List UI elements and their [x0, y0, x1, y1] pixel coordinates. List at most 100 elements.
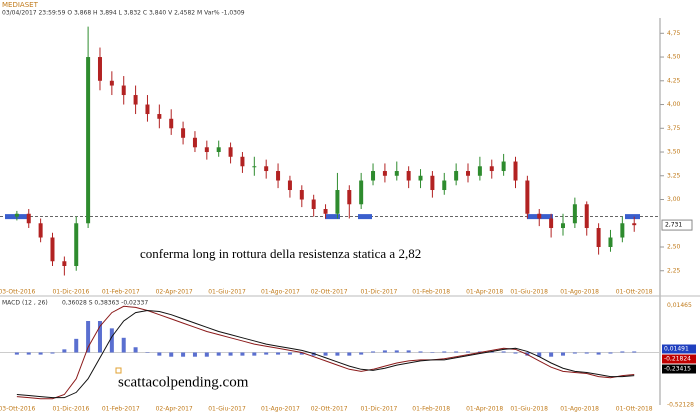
histogram-bar — [371, 351, 376, 353]
y-tick-label: 2,25 — [667, 267, 681, 274]
histogram-bar — [216, 352, 221, 356]
histogram-bar — [121, 337, 126, 353]
y-tick-label: 3,50 — [667, 149, 681, 156]
x-tick-label: 02-Ott-2017 — [311, 406, 348, 413]
histogram-bar — [549, 352, 554, 357]
candle-body — [371, 171, 376, 181]
x-tick-label: 03-Ott-2016 — [0, 289, 35, 296]
candle-body — [62, 261, 67, 267]
x-tick-label: 01-Giu-2017 — [208, 406, 246, 413]
x-tick-label: 01-Ago-2018 — [560, 289, 599, 296]
candle-body — [26, 213, 31, 224]
x-tick-label: 02-Ott-2017 — [311, 289, 348, 296]
candle-body — [133, 95, 138, 105]
candle-body — [192, 137, 197, 148]
candle-body — [86, 57, 91, 224]
resistance-touch — [625, 214, 640, 220]
last-value-box — [662, 364, 696, 374]
histogram-bar — [157, 352, 162, 356]
histogram-bar — [430, 352, 435, 353]
histogram-bar — [596, 352, 601, 355]
candle-body — [430, 175, 435, 191]
last-value-label: -0,21824 — [664, 356, 691, 363]
candle-body — [14, 213, 19, 217]
histogram-bar — [442, 351, 447, 353]
macd-line — [16, 309, 635, 399]
candle-body — [204, 147, 209, 153]
x-tick-label: 01-Feb-2018 — [412, 406, 450, 413]
histogram-bar — [109, 328, 114, 353]
candle-body — [525, 180, 530, 214]
x-tick-label: 01-Ago-2017 — [261, 406, 300, 413]
x-tick-label: 01-Ago-2018 — [560, 406, 599, 413]
histogram-bar — [252, 352, 257, 356]
candle-body — [50, 237, 55, 262]
y-tick-label: 3,75 — [667, 125, 681, 132]
last-price-label: 2,731 — [665, 222, 682, 229]
histogram-bar — [466, 351, 471, 353]
histogram-bar — [513, 352, 518, 354]
candle-body — [406, 171, 411, 181]
candle-body — [335, 190, 340, 214]
candle-body — [240, 156, 245, 167]
candle-body — [549, 218, 554, 229]
annotation: conferma long in rottura della resistenz… — [140, 246, 421, 261]
x-tick-label: 01-Feb-2018 — [412, 289, 450, 296]
y-tick-label: 4,00 — [667, 101, 681, 108]
candle-body — [276, 171, 281, 181]
histogram-bar — [86, 321, 91, 353]
candle-body — [97, 57, 102, 81]
candle-body — [287, 180, 292, 191]
x-tick-label: 01-Feb-2017 — [102, 289, 140, 296]
histogram-bar — [560, 352, 565, 356]
candle-body — [121, 85, 126, 96]
last-value-box — [662, 344, 696, 354]
candle-body — [466, 171, 471, 176]
histogram-bar — [418, 351, 423, 353]
resistance-touch — [358, 214, 372, 220]
marker-square — [115, 367, 122, 374]
y-tick-label: 4,25 — [667, 77, 681, 84]
histogram-bar — [74, 338, 79, 353]
candle-body — [394, 171, 399, 176]
x-tick-label: 01-Ago-2017 — [261, 289, 300, 296]
x-tick-label: 01-Ott-2018 — [616, 289, 653, 296]
candle-body — [632, 223, 637, 226]
x-tick-label: 01-Dic-2017 — [361, 406, 398, 413]
candle-body — [572, 204, 577, 224]
histogram-bar — [287, 352, 292, 355]
histogram-bar — [406, 350, 411, 353]
resistance-touch — [325, 214, 340, 220]
candle-body — [311, 199, 316, 210]
histogram-bar — [347, 352, 352, 356]
x-tick-label: 01-Feb-2017 — [102, 406, 140, 413]
candle-body — [489, 166, 494, 172]
macd-title: MACD — [2, 300, 20, 307]
candle-body — [109, 80, 114, 86]
histogram-bar — [323, 352, 328, 356]
candle-body — [359, 180, 364, 205]
histogram-bar — [632, 351, 637, 353]
histogram-bar — [26, 352, 31, 355]
histogram-bar — [501, 351, 506, 353]
histogram-bar — [620, 351, 625, 353]
histogram-bar — [608, 352, 613, 354]
candle-body — [299, 190, 304, 200]
candle-body — [157, 114, 162, 119]
histogram-bar — [38, 352, 43, 355]
candle-body — [347, 190, 352, 205]
histogram-bar — [133, 347, 138, 353]
histogram-bar — [537, 352, 542, 357]
candle-body — [228, 147, 233, 157]
candle-body — [323, 209, 328, 214]
macd-line — [16, 305, 635, 400]
readout: 03/04/2017 23:59:59 O 3,868 H 3,894 L 3,… — [2, 10, 245, 17]
x-tick-label: 01-Dic-2016 — [52, 406, 89, 413]
candle-body — [477, 166, 482, 176]
x-tick-label: 01-Apr-2018 — [466, 406, 503, 413]
last-value-label: 0,01491 — [664, 346, 689, 353]
histogram-bar — [169, 352, 174, 357]
y-tick-label: 3,00 — [667, 196, 681, 203]
last-value-box — [662, 354, 696, 364]
y-tick-label: 0,01465 — [667, 302, 692, 309]
